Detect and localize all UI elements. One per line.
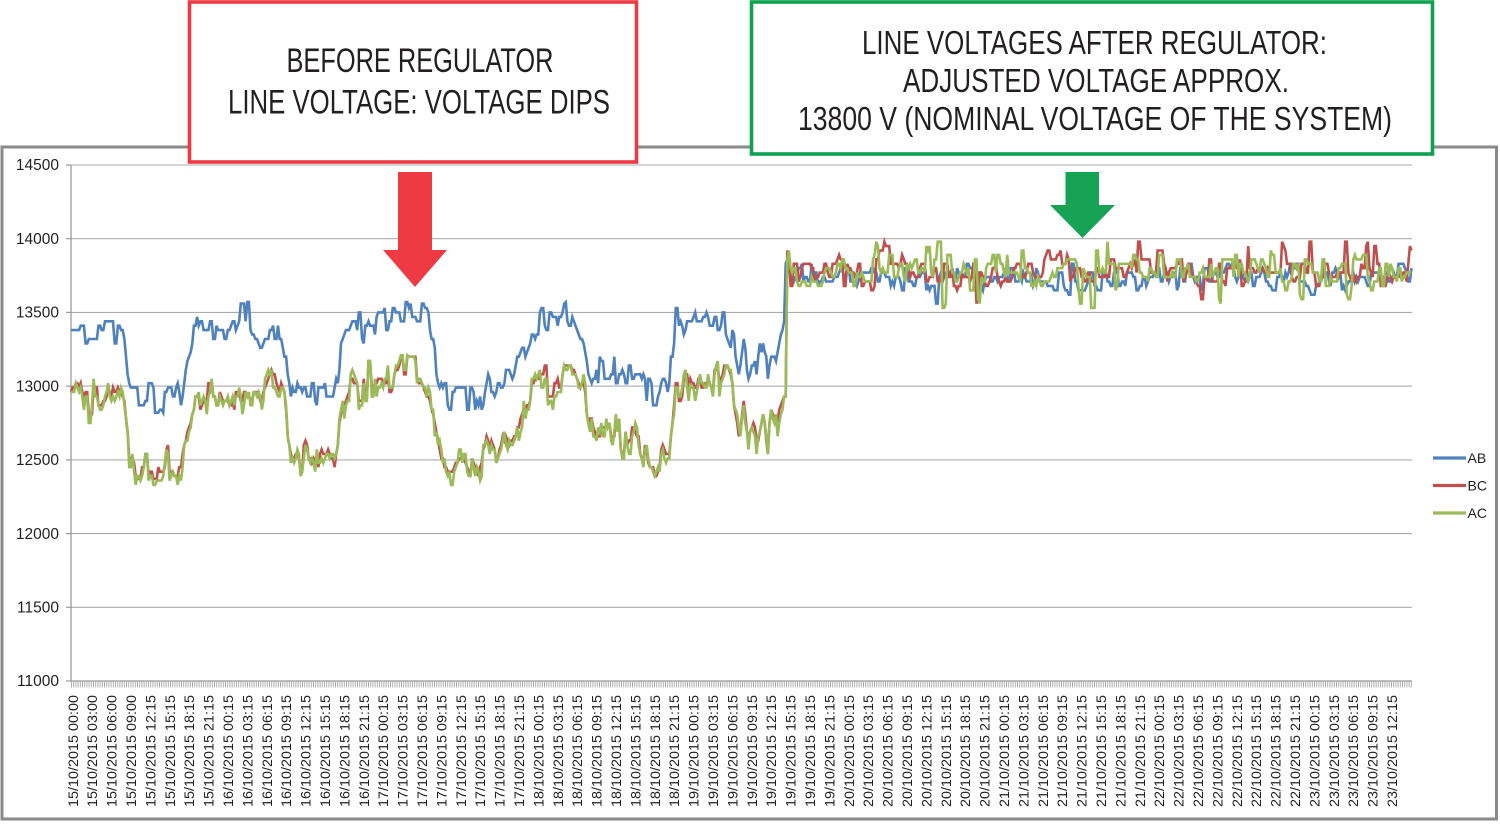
- svg-text:17/10/2015 00:15: 17/10/2015 00:15: [376, 695, 391, 807]
- svg-text:21/10/2015 12:15: 21/10/2015 12:15: [1075, 695, 1090, 807]
- svg-text:21/10/2015 21:15: 21/10/2015 21:15: [1133, 695, 1148, 807]
- svg-text:18/10/2015 00:15: 18/10/2015 00:15: [531, 695, 546, 807]
- svg-text:12500: 12500: [16, 452, 59, 469]
- svg-text:20/10/2015 21:15: 20/10/2015 21:15: [978, 695, 993, 807]
- svg-text:17/10/2015 03:15: 17/10/2015 03:15: [396, 695, 411, 807]
- svg-text:22/10/2015 18:15: 22/10/2015 18:15: [1269, 695, 1284, 807]
- svg-text:18/10/2015 18:15: 18/10/2015 18:15: [648, 695, 663, 807]
- svg-text:21/10/2015 09:15: 21/10/2015 09:15: [1055, 695, 1070, 807]
- svg-text:15/10/2015 21:15: 15/10/2015 21:15: [202, 695, 217, 807]
- svg-text:22/10/2015 03:15: 22/10/2015 03:15: [1172, 695, 1187, 807]
- svg-text:15/10/2015 15:15: 15/10/2015 15:15: [163, 695, 178, 807]
- svg-text:16/10/2015 03:15: 16/10/2015 03:15: [240, 695, 255, 807]
- svg-text:19/10/2015 09:15: 19/10/2015 09:15: [745, 695, 760, 807]
- svg-text:18/10/2015 03:15: 18/10/2015 03:15: [551, 695, 566, 807]
- svg-text:15/10/2015 00:00: 15/10/2015 00:00: [66, 695, 81, 807]
- svg-text:21/10/2015 00:15: 21/10/2015 00:15: [997, 695, 1012, 807]
- svg-text:16/10/2015 06:15: 16/10/2015 06:15: [260, 695, 275, 807]
- svg-text:16/10/2015 09:15: 16/10/2015 09:15: [279, 695, 294, 807]
- svg-text:23/10/2015 06:15: 23/10/2015 06:15: [1346, 695, 1361, 807]
- svg-text:13500: 13500: [16, 305, 59, 322]
- svg-text:11500: 11500: [17, 600, 59, 617]
- svg-text:BEFORE REGULATOR: BEFORE REGULATOR: [287, 42, 554, 80]
- svg-text:23/10/2015 12:15: 23/10/2015 12:15: [1385, 695, 1400, 807]
- svg-text:16/10/2015 15:15: 16/10/2015 15:15: [318, 695, 333, 807]
- svg-text:17/10/2015 18:15: 17/10/2015 18:15: [493, 695, 508, 807]
- svg-text:19/10/2015 03:15: 19/10/2015 03:15: [706, 695, 721, 807]
- svg-text:19/10/2015 00:15: 19/10/2015 00:15: [687, 695, 702, 807]
- svg-text:AB: AB: [1468, 450, 1487, 466]
- svg-text:17/10/2015 12:15: 17/10/2015 12:15: [454, 695, 469, 807]
- svg-text:16/10/2015 12:15: 16/10/2015 12:15: [299, 695, 314, 807]
- svg-text:23/10/2015 03:15: 23/10/2015 03:15: [1327, 695, 1342, 807]
- svg-text:15/10/2015 06:00: 15/10/2015 06:00: [105, 695, 120, 807]
- svg-text:17/10/2015 06:15: 17/10/2015 06:15: [415, 695, 430, 807]
- svg-text:20/10/2015 12:15: 20/10/2015 12:15: [919, 695, 934, 807]
- svg-text:20/10/2015 06:15: 20/10/2015 06:15: [881, 695, 896, 807]
- svg-text:16/10/2015 18:15: 16/10/2015 18:15: [337, 695, 352, 807]
- svg-text:17/10/2015 15:15: 17/10/2015 15:15: [473, 695, 488, 807]
- svg-text:13800 V (NOMINAL VOLTAGE OF TH: 13800 V (NOMINAL VOLTAGE OF THE SYSTEM): [798, 100, 1392, 137]
- svg-text:14500: 14500: [16, 157, 59, 174]
- svg-text:ADJUSTED VOLTAGE APPROX.: ADJUSTED VOLTAGE APPROX.: [903, 62, 1289, 99]
- svg-text:23/10/2015 00:15: 23/10/2015 00:15: [1307, 695, 1322, 807]
- svg-text:21/10/2015 15:15: 21/10/2015 15:15: [1094, 695, 1109, 807]
- svg-text:16/10/2015 21:15: 16/10/2015 21:15: [357, 695, 372, 807]
- svg-text:17/10/2015 21:15: 17/10/2015 21:15: [512, 695, 527, 807]
- svg-text:22/10/2015 15:15: 22/10/2015 15:15: [1249, 695, 1264, 807]
- svg-text:20/10/2015 00:15: 20/10/2015 00:15: [842, 695, 857, 807]
- svg-text:21/10/2015 03:15: 21/10/2015 03:15: [1016, 695, 1031, 807]
- svg-text:19/10/2015 21:15: 19/10/2015 21:15: [822, 695, 837, 807]
- svg-text:18/10/2015 15:15: 18/10/2015 15:15: [628, 695, 643, 807]
- svg-text:BC: BC: [1468, 478, 1487, 494]
- svg-text:21/10/2015 18:15: 21/10/2015 18:15: [1113, 695, 1128, 807]
- svg-text:11000: 11000: [17, 673, 59, 690]
- svg-text:22/10/2015 09:15: 22/10/2015 09:15: [1210, 695, 1225, 807]
- svg-text:20/10/2015 09:15: 20/10/2015 09:15: [900, 695, 915, 807]
- svg-text:20/10/2015 03:15: 20/10/2015 03:15: [861, 695, 876, 807]
- svg-text:22/10/2015 12:15: 22/10/2015 12:15: [1230, 695, 1245, 807]
- svg-text:21/10/2015 06:15: 21/10/2015 06:15: [1036, 695, 1051, 807]
- svg-text:18/10/2015 09:15: 18/10/2015 09:15: [590, 695, 605, 807]
- svg-text:14000: 14000: [16, 231, 59, 248]
- svg-text:20/10/2015 15:15: 20/10/2015 15:15: [939, 695, 954, 807]
- svg-text:23/10/2015 09:15: 23/10/2015 09:15: [1366, 695, 1381, 807]
- svg-text:13000: 13000: [16, 378, 59, 395]
- svg-text:18/10/2015 06:15: 18/10/2015 06:15: [570, 695, 585, 807]
- svg-text:15/10/2015 18:15: 15/10/2015 18:15: [182, 695, 197, 807]
- svg-text:15/10/2015 09:00: 15/10/2015 09:00: [124, 695, 139, 807]
- svg-text:22/10/2015 06:15: 22/10/2015 06:15: [1191, 695, 1206, 807]
- svg-text:19/10/2015 06:15: 19/10/2015 06:15: [725, 695, 740, 807]
- svg-text:LINE VOLTAGE: VOLTAGE DIPS: LINE VOLTAGE: VOLTAGE DIPS: [228, 84, 610, 122]
- svg-text:15/10/2015 03:00: 15/10/2015 03:00: [85, 695, 100, 807]
- svg-text:20/10/2015 18:15: 20/10/2015 18:15: [958, 695, 973, 807]
- svg-text:18/10/2015 21:15: 18/10/2015 21:15: [667, 695, 682, 807]
- svg-text:15/10/2015 12:15: 15/10/2015 12:15: [143, 695, 158, 807]
- svg-text:LINE VOLTAGES AFTER REGULATOR:: LINE VOLTAGES AFTER REGULATOR:: [862, 24, 1327, 61]
- svg-text:18/10/2015 12:15: 18/10/2015 12:15: [609, 695, 624, 807]
- svg-text:12000: 12000: [16, 526, 59, 543]
- svg-text:19/10/2015 18:15: 19/10/2015 18:15: [803, 695, 818, 807]
- svg-text:22/10/2015 21:15: 22/10/2015 21:15: [1288, 695, 1303, 807]
- svg-text:16/10/2015 00:15: 16/10/2015 00:15: [221, 695, 236, 807]
- svg-text:AC: AC: [1468, 505, 1487, 521]
- svg-text:22/10/2015 00:15: 22/10/2015 00:15: [1152, 695, 1167, 807]
- svg-text:19/10/2015 15:15: 19/10/2015 15:15: [784, 695, 799, 807]
- svg-text:17/10/2015 09:15: 17/10/2015 09:15: [434, 695, 449, 807]
- svg-text:19/10/2015 12:15: 19/10/2015 12:15: [764, 695, 779, 807]
